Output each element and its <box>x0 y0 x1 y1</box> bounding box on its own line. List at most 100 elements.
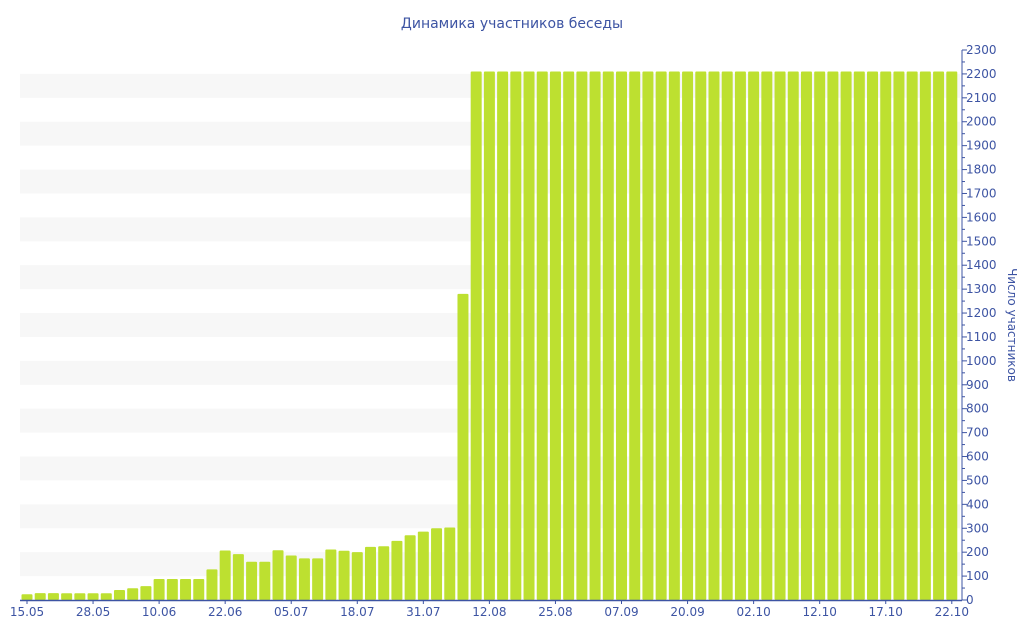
x-tick-label: 20.09 <box>670 605 704 619</box>
y-tick-label: 100 <box>966 569 989 583</box>
bar <box>497 71 509 601</box>
bar <box>708 71 720 601</box>
y-tick-label: 1400 <box>966 258 997 272</box>
bar <box>827 71 839 601</box>
bar <box>351 552 363 600</box>
x-tick-label: 18.07 <box>340 605 374 619</box>
bar <box>140 586 152 600</box>
bar <box>325 549 337 600</box>
y-tick-label: 1600 <box>966 210 997 224</box>
y-tick-label: 400 <box>966 497 989 511</box>
bar <box>933 71 945 601</box>
bar <box>642 71 654 601</box>
y-tick-label: 1700 <box>966 186 997 200</box>
y-tick-label: 800 <box>966 402 989 416</box>
y-tick-label: 700 <box>966 426 989 440</box>
bar <box>219 550 231 600</box>
bar <box>563 71 575 601</box>
y-tick-label: 1800 <box>966 163 997 177</box>
x-tick-label: 07.09 <box>604 605 638 619</box>
bar <box>800 71 812 601</box>
bar <box>919 71 931 601</box>
bar <box>113 589 125 600</box>
bar <box>814 71 826 601</box>
bar <box>127 588 139 600</box>
bar <box>272 550 284 600</box>
bar <box>510 71 522 601</box>
chart-title: Динамика участников беседы <box>401 16 623 32</box>
bar <box>457 293 469 600</box>
bar <box>721 71 733 601</box>
y-tick-label: 0 <box>966 593 974 607</box>
y-tick-label: 2200 <box>966 67 997 81</box>
bar <box>312 558 324 600</box>
bar <box>589 71 601 601</box>
bar <box>761 71 773 601</box>
bar <box>166 578 178 600</box>
y-axis: 0 100 200 300 400 500 600 700 800 900 1000 1100 1200… <box>961 43 997 607</box>
bar <box>259 561 271 600</box>
x-tick-label: 31.07 <box>406 605 440 619</box>
bar <box>404 535 416 600</box>
bar <box>100 593 112 600</box>
bar <box>193 578 205 600</box>
x-tick-label: 17.10 <box>869 605 903 619</box>
x-tick-label: 25.08 <box>538 605 572 619</box>
bar <box>549 71 561 601</box>
bar <box>734 71 746 601</box>
bar <box>906 71 918 601</box>
bar <box>523 71 535 601</box>
bar <box>444 527 456 600</box>
x-tick-label: 12.10 <box>802 605 836 619</box>
bar <box>87 593 99 600</box>
bar <box>748 71 760 601</box>
y-axis-label: Число участников <box>1005 268 1019 382</box>
x-tick-label: 22.06 <box>208 605 242 619</box>
y-tick-label: 1900 <box>966 139 997 153</box>
x-axis: 15.05 28.05 10.06 22.06 05.07 18.07 31.07 12.08… <box>10 599 969 619</box>
y-tick-label: 2100 <box>966 91 997 105</box>
bar <box>629 71 641 601</box>
bar <box>180 578 192 600</box>
bar <box>153 578 165 600</box>
y-tick-label: 300 <box>966 521 989 535</box>
bar <box>682 71 694 601</box>
x-tick-label: 12.08 <box>472 605 506 619</box>
bar <box>840 71 852 601</box>
bars <box>21 71 958 601</box>
bar <box>576 71 588 601</box>
bar <box>616 71 628 601</box>
bar <box>880 71 892 601</box>
bar <box>34 593 46 600</box>
x-tick-label: 22.10 <box>935 605 969 619</box>
bar <box>206 569 218 600</box>
y-tick-label: 600 <box>966 450 989 464</box>
y-tick-label: 2300 <box>966 43 997 57</box>
bar <box>232 554 244 600</box>
bar <box>695 71 707 601</box>
bar <box>946 71 958 601</box>
bar <box>431 528 443 600</box>
bar <box>47 593 59 600</box>
bar <box>298 558 310 600</box>
bar <box>246 561 258 600</box>
bar <box>668 71 680 601</box>
bar <box>391 540 403 600</box>
bar <box>655 71 667 601</box>
bar <box>893 71 905 601</box>
bar <box>338 550 350 600</box>
bar <box>74 593 86 600</box>
y-tick-label: 900 <box>966 378 989 392</box>
bar <box>867 71 879 601</box>
bar <box>787 71 799 601</box>
bar <box>417 531 429 600</box>
bar <box>285 555 297 600</box>
bar <box>61 593 73 600</box>
bar <box>378 546 390 600</box>
y-tick-label: 2000 <box>966 115 997 129</box>
y-tick-label: 1000 <box>966 354 997 368</box>
y-tick-label: 1500 <box>966 234 997 248</box>
x-tick-label: 02.10 <box>736 605 770 619</box>
bar <box>853 71 865 601</box>
